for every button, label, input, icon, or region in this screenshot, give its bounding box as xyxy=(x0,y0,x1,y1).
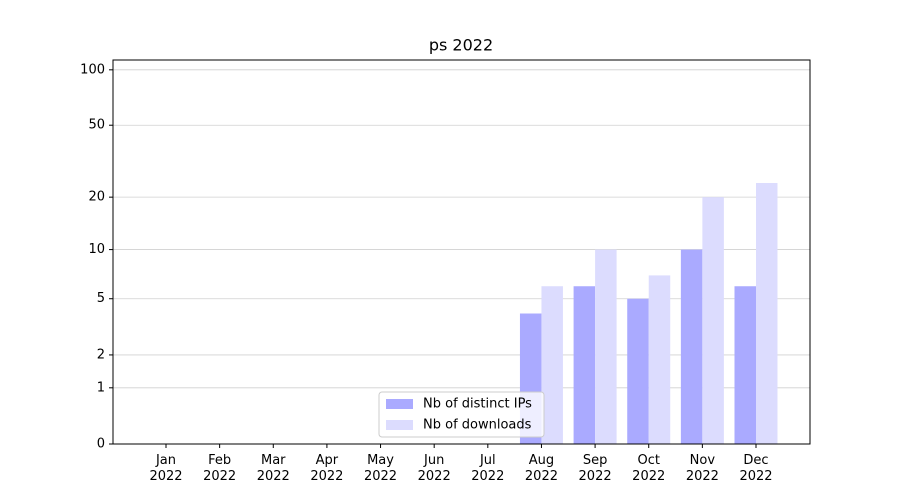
y-tick-label: 5 xyxy=(97,291,105,306)
chart-title: ps 2022 xyxy=(429,36,493,55)
y-tick-label: 2 xyxy=(97,347,105,362)
x-tick-label: Aug 2022 xyxy=(524,453,558,484)
x-tick-label: Sep 2022 xyxy=(578,453,612,484)
y-tick-label: 100 xyxy=(80,62,105,77)
bar xyxy=(734,286,756,444)
x-tick-label: Mar 2022 xyxy=(256,453,290,484)
legend-box xyxy=(378,391,545,438)
x-tick-label: Jan 2022 xyxy=(149,453,183,484)
bar xyxy=(680,249,703,444)
x-tick-label: Nov 2022 xyxy=(685,453,719,484)
x-tick-label: Dec 2022 xyxy=(739,453,773,484)
legend-label: Nb of downloads xyxy=(423,418,532,433)
bar xyxy=(541,286,563,444)
bar xyxy=(573,286,596,444)
legend-swatch xyxy=(386,399,413,409)
bar xyxy=(627,298,649,444)
x-tick-label: May 2022 xyxy=(363,453,398,484)
x-tick-label: Feb 2022 xyxy=(203,453,237,484)
y-tick-label: 20 xyxy=(88,190,105,205)
legend: Nb of distinct IPs Nb of downloads xyxy=(378,391,545,438)
bar xyxy=(595,249,617,444)
x-tick-label: Oct 2022 xyxy=(632,453,666,484)
bar xyxy=(702,197,724,444)
y-tick-label: 50 xyxy=(88,118,105,133)
x-tick-label: Apr 2022 xyxy=(310,453,344,484)
bar xyxy=(756,183,778,445)
bar xyxy=(648,275,671,444)
y-tick-label: 1 xyxy=(97,380,105,395)
x-tick-label: Jul 2022 xyxy=(471,453,505,484)
legend-label: Nb of distinct IPs xyxy=(423,397,532,412)
plot-frame xyxy=(112,59,811,445)
x-tick-label: Jun 2022 xyxy=(417,453,451,484)
y-tick-label: 0 xyxy=(97,437,105,452)
legend-swatch xyxy=(386,420,413,430)
y-tick-label: 10 xyxy=(88,242,105,257)
